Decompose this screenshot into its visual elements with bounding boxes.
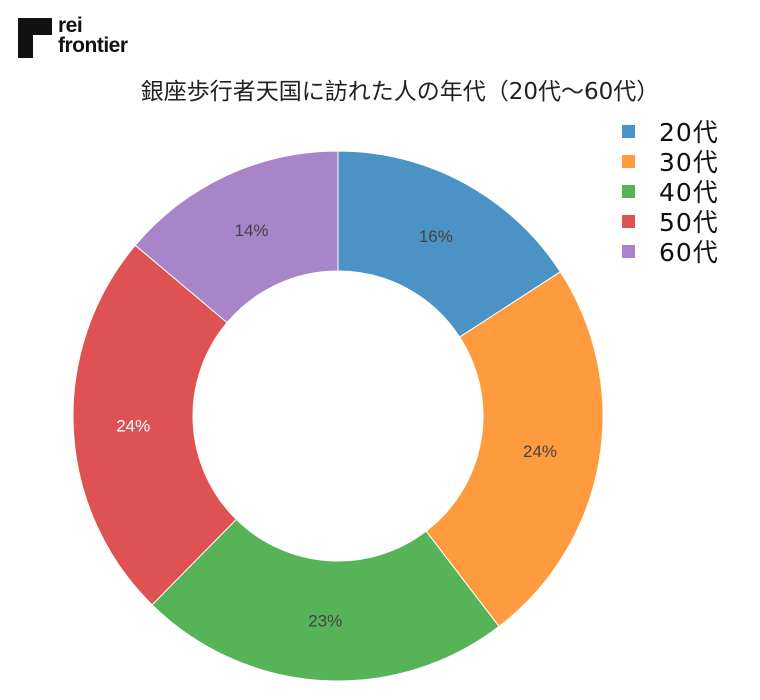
legend-swatch <box>622 124 635 138</box>
donut-slice-50代 <box>72 244 237 606</box>
legend-label: 60代 <box>659 238 719 267</box>
brand-logo: rei frontier <box>18 14 158 64</box>
slice-label-20代: 16% <box>419 227 453 246</box>
donut-slices <box>72 150 604 682</box>
legend-label: 50代 <box>659 208 719 237</box>
brand-wordmark-line1: rei <box>58 14 83 37</box>
legend-item-60代: 60代 <box>622 236 719 267</box>
legend-swatch <box>622 154 635 168</box>
legend-label: 30代 <box>659 148 719 177</box>
brand-wordmark: rei frontier <box>58 14 128 57</box>
legend-label: 40代 <box>659 178 719 207</box>
donut-slice-60代 <box>134 150 339 324</box>
slice-label-30代: 24% <box>523 442 557 461</box>
donut-slice-20代 <box>337 150 562 338</box>
legend-swatch <box>622 214 635 228</box>
chart-legend: 20代 30代 40代 50代 60代 <box>622 116 719 267</box>
slice-label-40代: 23% <box>308 612 342 631</box>
brand-mark-icon <box>18 18 52 58</box>
donut-slice-40代 <box>151 518 500 682</box>
legend-item-50代: 50代 <box>622 206 719 237</box>
slice-label-60代: 14% <box>235 221 269 240</box>
chart-title: 銀座歩行者天国に訪れた人の年代（20代〜60代） <box>140 79 660 105</box>
legend-item-30代: 30代 <box>622 146 719 177</box>
legend-swatch <box>622 184 635 198</box>
legend-item-40代: 40代 <box>622 176 719 207</box>
legend-label: 20代 <box>659 118 719 147</box>
legend-swatch <box>622 244 635 258</box>
slice-label-50代: 24% <box>116 417 150 436</box>
donut-slice-labels: 16% 24% 23% 24% 14% <box>116 221 557 630</box>
brand-wordmark-line2: frontier <box>58 34 128 57</box>
legend-item-20代: 20代 <box>622 116 719 147</box>
donut-slice-30代 <box>425 271 604 628</box>
